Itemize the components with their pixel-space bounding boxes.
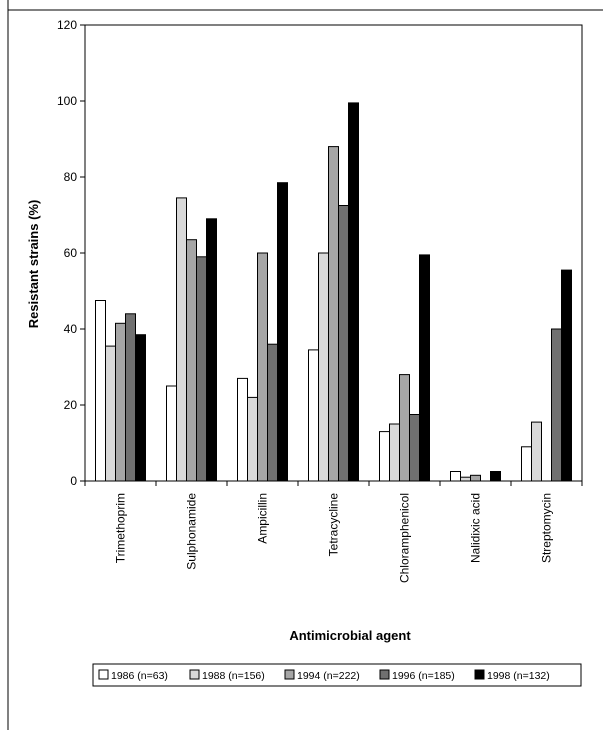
x-tick-label: Nalidixic acid [469, 493, 483, 563]
bar [490, 471, 501, 482]
bar [409, 414, 420, 482]
bar [166, 385, 177, 482]
x-axis-title: Antimicrobial agent [289, 628, 411, 643]
bar [237, 377, 248, 482]
bar [135, 334, 146, 482]
bar [328, 146, 339, 482]
bar [257, 252, 268, 482]
legend-label: 1996 (n=185) [392, 670, 455, 682]
legend-label: 1988 (n=156) [202, 670, 265, 682]
legend-swatch [379, 669, 390, 680]
bar [450, 471, 461, 482]
x-tick-label: Ampicillin [256, 493, 270, 544]
bar [338, 205, 349, 482]
y-tick-label: 40 [64, 322, 78, 336]
bar [267, 343, 278, 482]
bar [470, 474, 481, 482]
y-axis-title: Resistant strains (%) [26, 200, 41, 329]
bar [521, 446, 532, 482]
y-tick-label: 100 [57, 94, 77, 108]
bar [389, 423, 400, 482]
bar [561, 269, 572, 482]
bar [379, 431, 390, 482]
x-tick-label: Streptomycin [540, 493, 554, 563]
y-tick-label: 80 [64, 170, 78, 184]
bar [206, 218, 217, 482]
bar [551, 328, 562, 482]
legend-label: 1994 (n=222) [297, 670, 360, 682]
bar [419, 254, 430, 482]
bar [318, 252, 329, 482]
x-tick-label: Sulphonamide [185, 493, 199, 570]
x-tick-label: Tetracycline [327, 493, 341, 557]
bar [115, 322, 126, 482]
y-tick-label: 120 [57, 18, 77, 32]
y-tick-label: 0 [70, 474, 77, 488]
bar [308, 349, 319, 482]
bar [531, 421, 542, 482]
bar [105, 345, 116, 482]
legend-swatch [98, 669, 109, 680]
legend: 1986 (n=63) 1988 (n=156) 1994 (n=222) 1996 … [92, 663, 582, 687]
bar [399, 374, 410, 482]
bar [277, 182, 288, 482]
bar [95, 300, 106, 482]
y-tick-label: 60 [64, 246, 78, 260]
plot-area: 0 20 40 60 80 100 120 Trimethoprim Sulphonamide A… [57, 18, 583, 583]
bar [348, 102, 359, 482]
bar [186, 239, 197, 482]
legend-swatch [284, 669, 295, 680]
bar [247, 396, 258, 482]
bar [176, 197, 187, 482]
legend-swatch [474, 669, 485, 680]
legend-box [92, 663, 582, 687]
x-tick-label: Trimethoprim [114, 493, 128, 563]
bar [460, 476, 471, 482]
legend-label: 1998 (n=132) [487, 670, 550, 682]
bar [196, 256, 207, 482]
legend-swatch [189, 669, 200, 680]
x-tick-label: Chloramphenicol [398, 493, 412, 583]
legend-label: 1986 (n=63) [111, 670, 168, 682]
bar [125, 313, 136, 482]
y-tick-label: 20 [64, 398, 78, 412]
